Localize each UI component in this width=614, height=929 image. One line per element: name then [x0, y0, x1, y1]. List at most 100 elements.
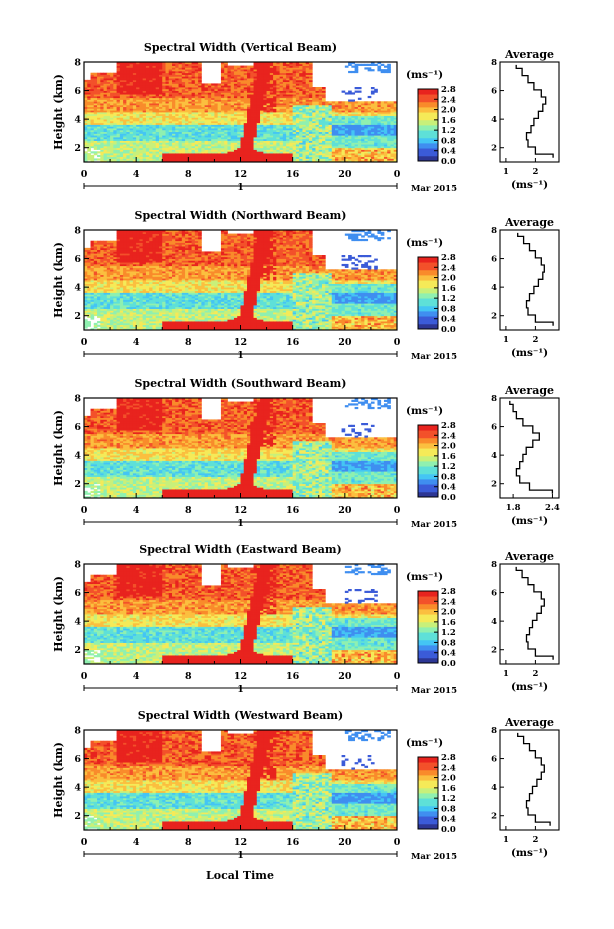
- heatmap-cell: [149, 92, 153, 95]
- heatmap-cell: [214, 149, 219, 152]
- heatmap-cell: [204, 144, 209, 147]
- heatmap-cell: [247, 103, 251, 106]
- heatmap-cell: [220, 126, 225, 129]
- heatmap-cell: [201, 117, 206, 120]
- heatmap-cell: [172, 72, 176, 75]
- heatmap-cell: [103, 119, 108, 122]
- heatmap-cell: [237, 106, 241, 109]
- heatmap-cell: [90, 131, 95, 134]
- heatmap-cell: [106, 122, 111, 125]
- heatmap-cell: [152, 81, 157, 84]
- heatmap-cell: [243, 124, 248, 127]
- heatmap-cell: [152, 120, 157, 124]
- heatmap-cell: [230, 94, 235, 97]
- heatmap-cell: [90, 144, 95, 147]
- heatmap-cell: [106, 78, 111, 81]
- heatmap-cell: [126, 78, 131, 81]
- heatmap-cell: [247, 133, 251, 136]
- heatmap-cell: [84, 95, 88, 99]
- heatmap-cell: [175, 63, 179, 66]
- heatmap-cell: [247, 149, 251, 152]
- heatmap-cell: [201, 99, 206, 102]
- heatmap-cell: [139, 108, 144, 111]
- heatmap-cell: [233, 140, 238, 143]
- heatmap-cell: [214, 145, 219, 149]
- heatmap-cell: [214, 160, 219, 163]
- heatmap-cell: [116, 65, 121, 68]
- heatmap-cell: [84, 124, 88, 127]
- heatmap-cell: [181, 147, 186, 150]
- heatmap-cell: [142, 128, 147, 131]
- heatmap-cell: [142, 149, 147, 152]
- heatmap-cell: [129, 113, 134, 116]
- heatmap-cell: [240, 138, 245, 141]
- heatmap-cell: [165, 67, 170, 70]
- heatmap-cell: [100, 106, 104, 109]
- heatmap-cell: [351, 92, 356, 95]
- heatmap-cell: [113, 97, 118, 100]
- heatmap-cell: [165, 97, 170, 100]
- heatmap-cell: [214, 131, 219, 134]
- heatmap-cell: [149, 117, 153, 120]
- heatmap-cell: [230, 158, 235, 161]
- heatmap-cell: [198, 151, 202, 154]
- heatmap-cell: [129, 87, 134, 90]
- heatmap-cell: [172, 119, 176, 122]
- heatmap-cell: [158, 156, 163, 159]
- heatmap-cell: [84, 83, 88, 86]
- heatmap-cell: [90, 240, 95, 243]
- heatmap-cell: [224, 103, 228, 106]
- heatmap-cell: [230, 129, 235, 133]
- heatmap-cell: [129, 138, 134, 141]
- heatmap-cell: [93, 131, 98, 134]
- heatmap-cell: [97, 94, 101, 97]
- heatmap-cell: [136, 124, 140, 127]
- heatmap-cell: [220, 92, 225, 95]
- heatmap-cell: [181, 78, 186, 81]
- heatmap-cell: [191, 65, 196, 68]
- heatmap-cell: [93, 158, 98, 161]
- heatmap-cell: [227, 153, 232, 156]
- heatmap-cell: [198, 113, 202, 116]
- heatmap-cell: [93, 126, 98, 129]
- heatmap-cell: [136, 151, 140, 154]
- heatmap-cell: [217, 149, 222, 152]
- heatmap-cell: [152, 126, 157, 129]
- colorbar-tick-label: 2.8: [441, 85, 456, 95]
- heatmap-cell: [103, 85, 108, 88]
- heatmap-cell: [106, 144, 111, 147]
- heatmap-cell: [243, 99, 248, 102]
- heatmap-cell: [87, 87, 91, 90]
- heatmap-cell: [119, 110, 124, 113]
- heatmap-cell: [243, 140, 248, 143]
- heatmap-cell: [155, 117, 160, 120]
- heatmap-cell: [158, 145, 163, 149]
- heatmap-cell: [191, 117, 196, 120]
- beam-panel-1: Spectral Width (Vertical Beam)2468Height…: [52, 41, 560, 194]
- heatmap-cell: [224, 104, 228, 108]
- heatmap-cell: [100, 72, 104, 75]
- heatmap-cell: [224, 113, 228, 116]
- heatmap-cell: [158, 74, 163, 77]
- heatmap-cell: [93, 72, 98, 75]
- heatmap-cell: [175, 153, 179, 156]
- heatmap-cell: [113, 135, 118, 138]
- heatmap-cell: [136, 106, 140, 109]
- heatmap-cell: [152, 62, 157, 65]
- heatmap-cell: [142, 101, 147, 104]
- heatmap-cell: [158, 95, 163, 99]
- heatmap-cell: [116, 108, 121, 111]
- heatmap-cell: [116, 106, 121, 109]
- heatmap-cell: [142, 74, 147, 77]
- heatmap-cell: [129, 153, 134, 156]
- heatmap-cell: [191, 158, 196, 161]
- heatmap-cell: [240, 117, 245, 120]
- heatmap-cell: [198, 74, 202, 77]
- heatmap-cell: [227, 126, 232, 129]
- heatmap-cell: [240, 72, 245, 75]
- heatmap-cell: [185, 135, 189, 138]
- heatmap-cell: [240, 69, 245, 72]
- heatmap-cell: [155, 81, 160, 84]
- heatmap-cell: [113, 133, 118, 136]
- heatmap-cell: [175, 79, 179, 83]
